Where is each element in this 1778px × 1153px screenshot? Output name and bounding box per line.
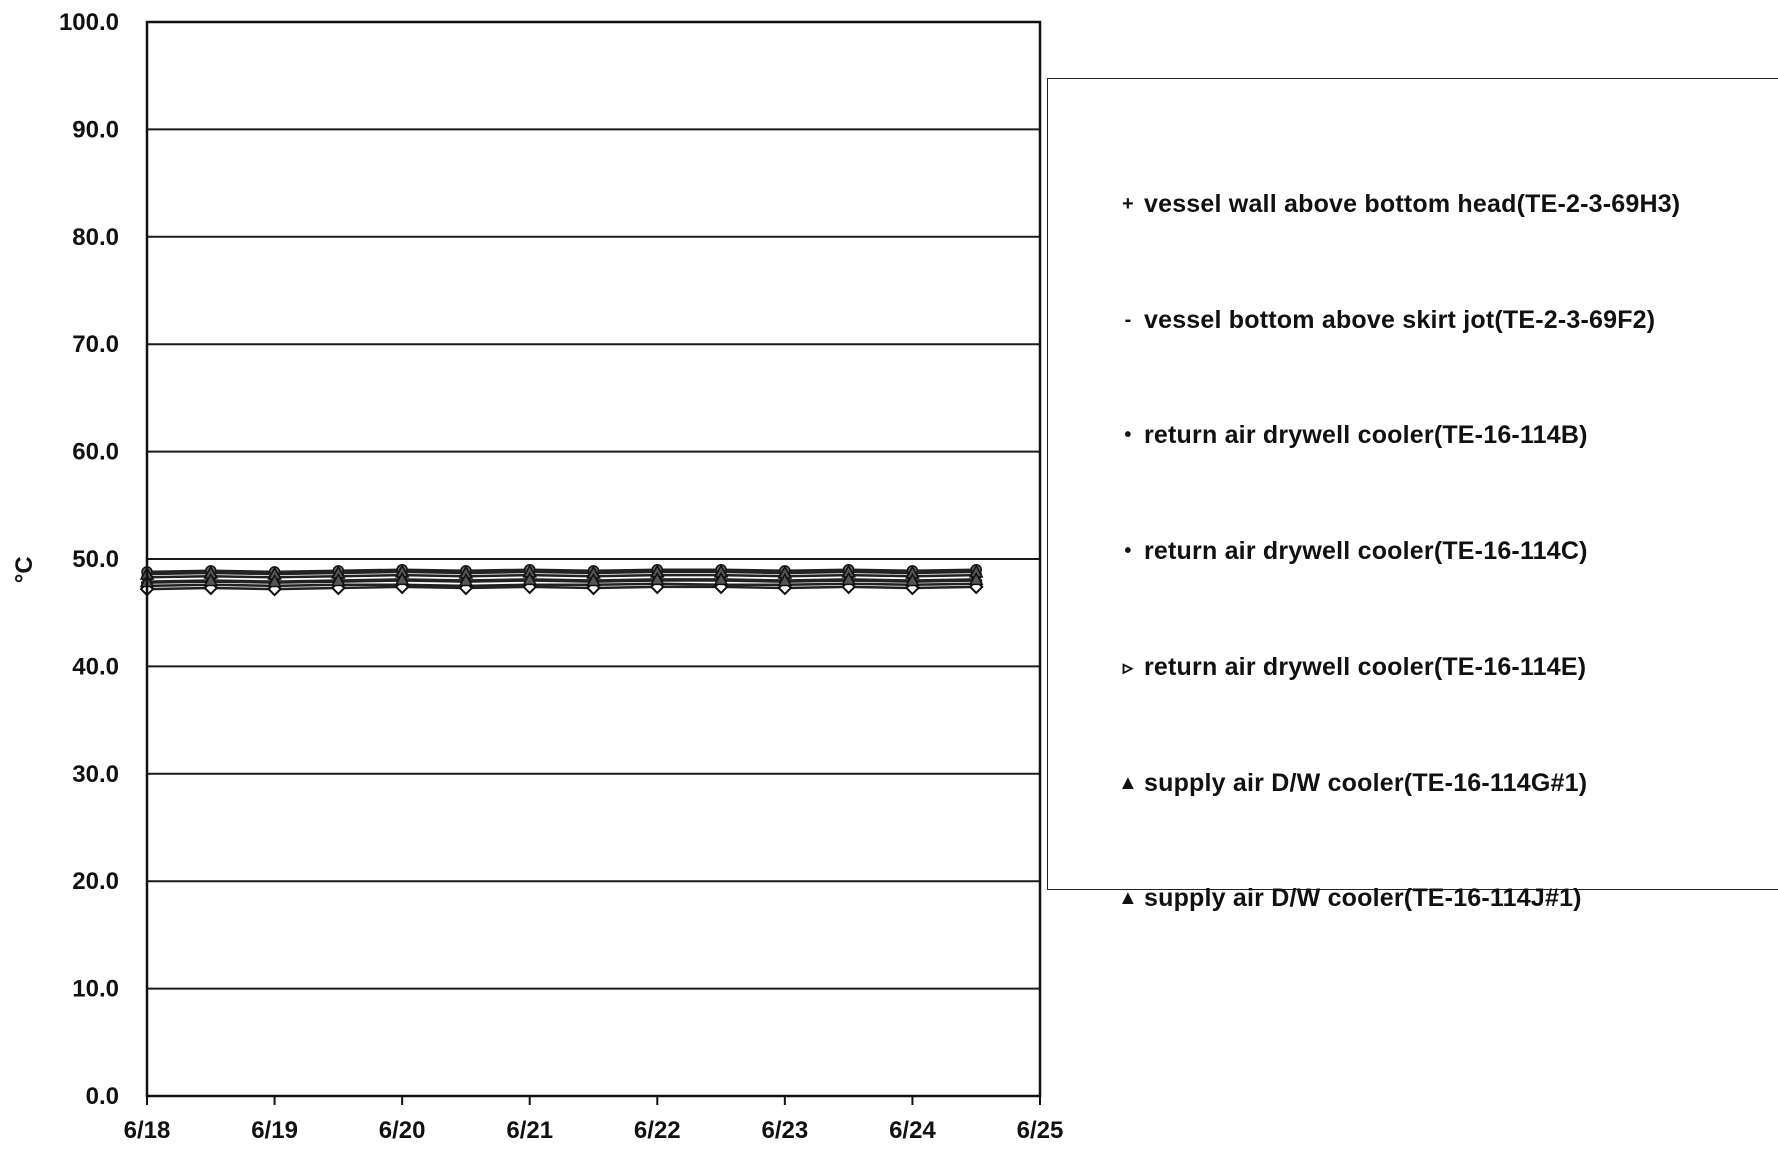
series-triangle: [139, 564, 984, 580]
series-line: [146, 573, 977, 579]
x-tick-labels: 6/18 6/19 6/20 6/21 6/22 6/23 6/24 6/25: [124, 1117, 1064, 1144]
data-point: [331, 572, 346, 587]
series-line: [146, 582, 977, 588]
legend-item: • return air drywell cooler(TE-16-114C): [1118, 531, 1588, 571]
grid-lines: [146, 128, 1041, 1105]
y-axis-label: °C: [11, 556, 38, 583]
circle-marker-icon: •: [1124, 423, 1132, 446]
legend-item: ▲ supply air D/W cooler(TE-16-114G#1): [1118, 763, 1587, 803]
x-tick-label: 6/19: [251, 1117, 298, 1144]
data-point: [968, 571, 984, 586]
data-point: [905, 572, 920, 587]
y-tick-label: 60.0: [72, 439, 119, 466]
y-tick-labels: 0.0 10.0 20.0 30.0 40.0 50.0 60.0 70.0 80.0 90.0 1…: [59, 9, 119, 1110]
y-tick-label: 20.0: [72, 868, 119, 895]
y-tick-label: 0.0: [86, 1083, 119, 1110]
series-triangle: [139, 571, 984, 588]
legend-item: ▲ supply air D/W cooler(TE-16-114J#1): [1118, 878, 1582, 918]
data-point: [458, 572, 474, 587]
x-tick-label: 6/18: [124, 1117, 171, 1144]
circle-marker-icon: •: [1124, 539, 1132, 562]
dash-marker-icon: -: [1124, 308, 1132, 331]
data-point: [777, 572, 793, 587]
y-tick-label: 30.0: [72, 761, 119, 788]
data-point: [586, 572, 601, 587]
legend-label: return air drywell cooler(TE-16-114B): [1144, 420, 1588, 449]
data-point: [650, 571, 665, 586]
triangle-marker-icon: ▲: [1118, 886, 1138, 909]
series-layer: [139, 563, 984, 597]
series-line: [146, 585, 977, 591]
x-tick-label: 6/22: [634, 1117, 681, 1144]
legend-item: • return air drywell cooler(TE-16-114B): [1118, 415, 1588, 455]
data-point: [203, 572, 219, 587]
y-tick-label: 80.0: [72, 224, 119, 251]
series-line: [146, 578, 977, 583]
plus-marker-icon: +: [1122, 192, 1134, 215]
legend-label: supply air D/W cooler(TE-16-114J#1): [1144, 883, 1582, 912]
y-tick-label: 100.0: [59, 9, 119, 36]
x-tick-label: 6/20: [379, 1117, 426, 1144]
legend-label: return air drywell cooler(TE-16-114C): [1144, 536, 1588, 565]
y-tick-label: 90.0: [72, 116, 119, 143]
series-dash: [141, 582, 983, 588]
legend-item: - vessel bottom above skirt jot(TE-2-3-6…: [1118, 300, 1656, 340]
x-tick-label: 6/21: [506, 1117, 553, 1144]
legend-item: ▹ return air drywell cooler(TE-16-114E): [1118, 647, 1586, 687]
x-tick-label: 6/23: [761, 1117, 808, 1144]
data-point: [394, 571, 410, 586]
x-tick-label: 6/24: [889, 1117, 936, 1144]
series-line: [146, 568, 977, 574]
triangle-marker-icon: ▲: [1118, 771, 1138, 794]
series-line: [146, 570, 977, 576]
legend-label: vessel wall above bottom head(TE-2-3-69H…: [1144, 189, 1681, 218]
triangle-right-marker-icon: ▹: [1122, 656, 1134, 679]
legend: + vessel wall above bottom head(TE-2-3-6…: [1047, 78, 1778, 912]
y-tick-label: 40.0: [72, 653, 119, 680]
legend-label: return air drywell cooler(TE-16-114E): [1144, 652, 1587, 681]
x-tick-label: 6/25: [1017, 1117, 1064, 1144]
data-point: [267, 573, 282, 588]
data-point: [713, 571, 729, 586]
y-tick-label: 50.0: [72, 546, 119, 573]
legend-label: supply air D/W cooler(TE-16-114G#1): [1144, 768, 1588, 797]
y-tick-label: 10.0: [72, 976, 119, 1003]
legend-item: + vessel wall above bottom head(TE-2-3-6…: [1118, 184, 1680, 224]
plot-frame: [145, 20, 1042, 1098]
y-tick-label: 70.0: [72, 331, 119, 358]
legend-label: vessel bottom above skirt jot(TE-2-3-69F…: [1144, 305, 1656, 334]
data-point: [522, 571, 537, 586]
data-point: [841, 571, 856, 586]
